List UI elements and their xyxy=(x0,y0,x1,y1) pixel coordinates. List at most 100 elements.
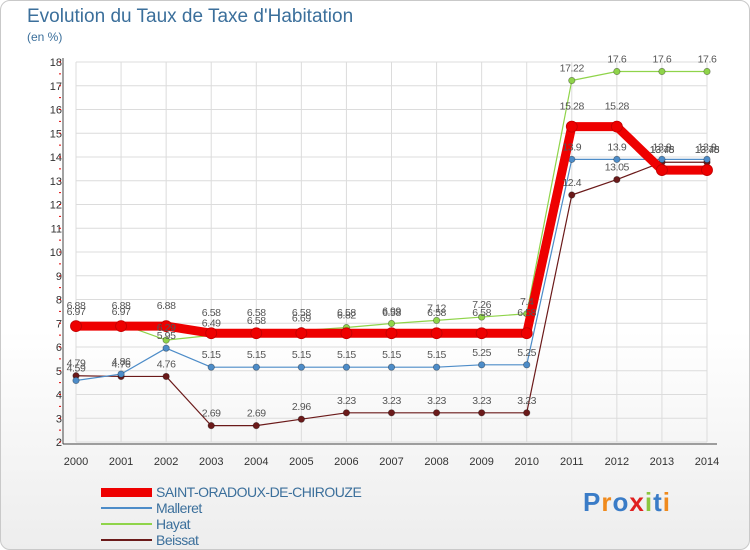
data-point xyxy=(430,327,443,340)
x-tick-label: 2007 xyxy=(379,456,403,468)
data-label: 5.15 xyxy=(202,349,221,361)
legend-label: Hayat xyxy=(156,516,191,532)
data-label: 13.9 xyxy=(562,141,581,153)
data-point xyxy=(703,67,711,76)
y-tick-label: 5 xyxy=(56,366,62,378)
data-label: 6.82 xyxy=(337,310,356,322)
logo-letter: P xyxy=(583,487,602,517)
data-point xyxy=(475,327,488,340)
data-label: 6.88 xyxy=(67,300,86,312)
data-label: 13.78 xyxy=(695,144,720,156)
data-point xyxy=(387,319,396,328)
y-tick-label: 13 xyxy=(50,176,62,188)
data-label: 13.9 xyxy=(653,141,672,153)
data-label: 6.99 xyxy=(382,305,401,317)
data-point xyxy=(297,415,305,423)
data-point xyxy=(478,361,486,369)
legend-swatch xyxy=(101,523,152,525)
data-point xyxy=(523,409,531,417)
chart-title: Evolution du Taux de Taxe d'Habitation xyxy=(27,6,354,27)
data-label: 4.76 xyxy=(112,358,131,370)
data-label: 2.96 xyxy=(292,401,311,413)
data-label: 7.4 xyxy=(520,296,534,308)
data-point xyxy=(162,344,170,352)
legend-label: Beissat xyxy=(156,532,199,548)
data-label: 6.69 xyxy=(292,313,311,325)
data-point xyxy=(387,363,396,371)
data-label: 5.95 xyxy=(157,330,176,342)
data-point xyxy=(658,67,666,76)
x-tick-label: 2000 xyxy=(64,456,88,468)
legend-swatch xyxy=(101,487,152,497)
data-point xyxy=(478,409,486,417)
y-tick-label: 14 xyxy=(50,152,62,164)
y-tick-label: 7 xyxy=(56,318,62,330)
y-tick-label: 2 xyxy=(56,437,62,449)
data-point xyxy=(656,164,668,176)
y-tick-label: 11 xyxy=(51,223,62,235)
data-label: 13.05 xyxy=(605,162,630,174)
y-tick-label: 6 xyxy=(56,342,62,354)
logo-letter: r xyxy=(601,487,613,517)
data-label: 15.28 xyxy=(560,101,585,113)
x-tick-label: 2005 xyxy=(289,456,313,468)
data-point xyxy=(295,327,308,340)
y-tick-label: 16 xyxy=(50,105,62,117)
data-point xyxy=(613,175,621,184)
logo-letter: o xyxy=(612,487,630,517)
y-tick-label: 8 xyxy=(56,295,62,307)
data-label: 17.6 xyxy=(698,54,717,66)
data-label: 3.23 xyxy=(472,395,491,407)
x-tick-label: 2008 xyxy=(424,456,448,468)
x-tick-label: 2006 xyxy=(334,456,358,468)
data-point xyxy=(701,164,713,176)
data-point xyxy=(432,409,441,417)
data-label: 4.79 xyxy=(67,358,86,370)
data-label: 6.58 xyxy=(472,307,491,319)
data-point xyxy=(117,370,125,378)
data-point xyxy=(523,361,531,369)
chart-subtitle: (en %) xyxy=(27,30,63,44)
data-point xyxy=(342,363,351,371)
data-label: 6.88 xyxy=(112,300,131,312)
x-tick-label: 2013 xyxy=(650,456,674,468)
data-point xyxy=(162,372,170,381)
data-point xyxy=(297,363,305,371)
data-point xyxy=(205,327,218,340)
data-point xyxy=(252,422,260,430)
data-point xyxy=(478,313,486,321)
data-label: 5.15 xyxy=(337,349,356,361)
data-label: 6.58 xyxy=(517,307,536,319)
logo-letter: x xyxy=(629,487,645,517)
y-tick-label: 9 xyxy=(56,271,62,283)
data-label: 4.86 xyxy=(112,356,131,368)
data-label: 4.59 xyxy=(67,362,86,374)
data-label: 13.45 xyxy=(695,144,720,156)
data-point xyxy=(115,320,127,333)
data-label: 17.6 xyxy=(607,54,626,66)
logo-letter: i xyxy=(644,487,654,517)
data-point xyxy=(568,76,576,85)
data-label: 6.58 xyxy=(202,307,221,319)
proxiti-logo: Proxiti xyxy=(583,487,671,518)
data-point xyxy=(520,327,533,340)
data-label: 7.12 xyxy=(427,302,446,314)
data-point xyxy=(72,376,80,385)
y-tick-label: 10 xyxy=(50,247,62,259)
data-label: 2.69 xyxy=(202,408,221,420)
data-point xyxy=(432,363,441,371)
data-label: 6.58 xyxy=(292,307,311,319)
data-label: 13.9 xyxy=(698,141,717,153)
data-label: 6.58 xyxy=(337,307,356,319)
x-tick-label: 2003 xyxy=(199,456,223,468)
data-point xyxy=(252,363,260,371)
data-label: 6.49 xyxy=(202,317,221,329)
y-tick-label: 15 xyxy=(50,128,62,140)
data-point xyxy=(613,155,621,163)
data-label: 3.23 xyxy=(517,395,536,407)
y-tick-label: 17 xyxy=(50,81,62,93)
data-label: 5.15 xyxy=(427,349,446,361)
data-label: 3.23 xyxy=(382,395,401,407)
